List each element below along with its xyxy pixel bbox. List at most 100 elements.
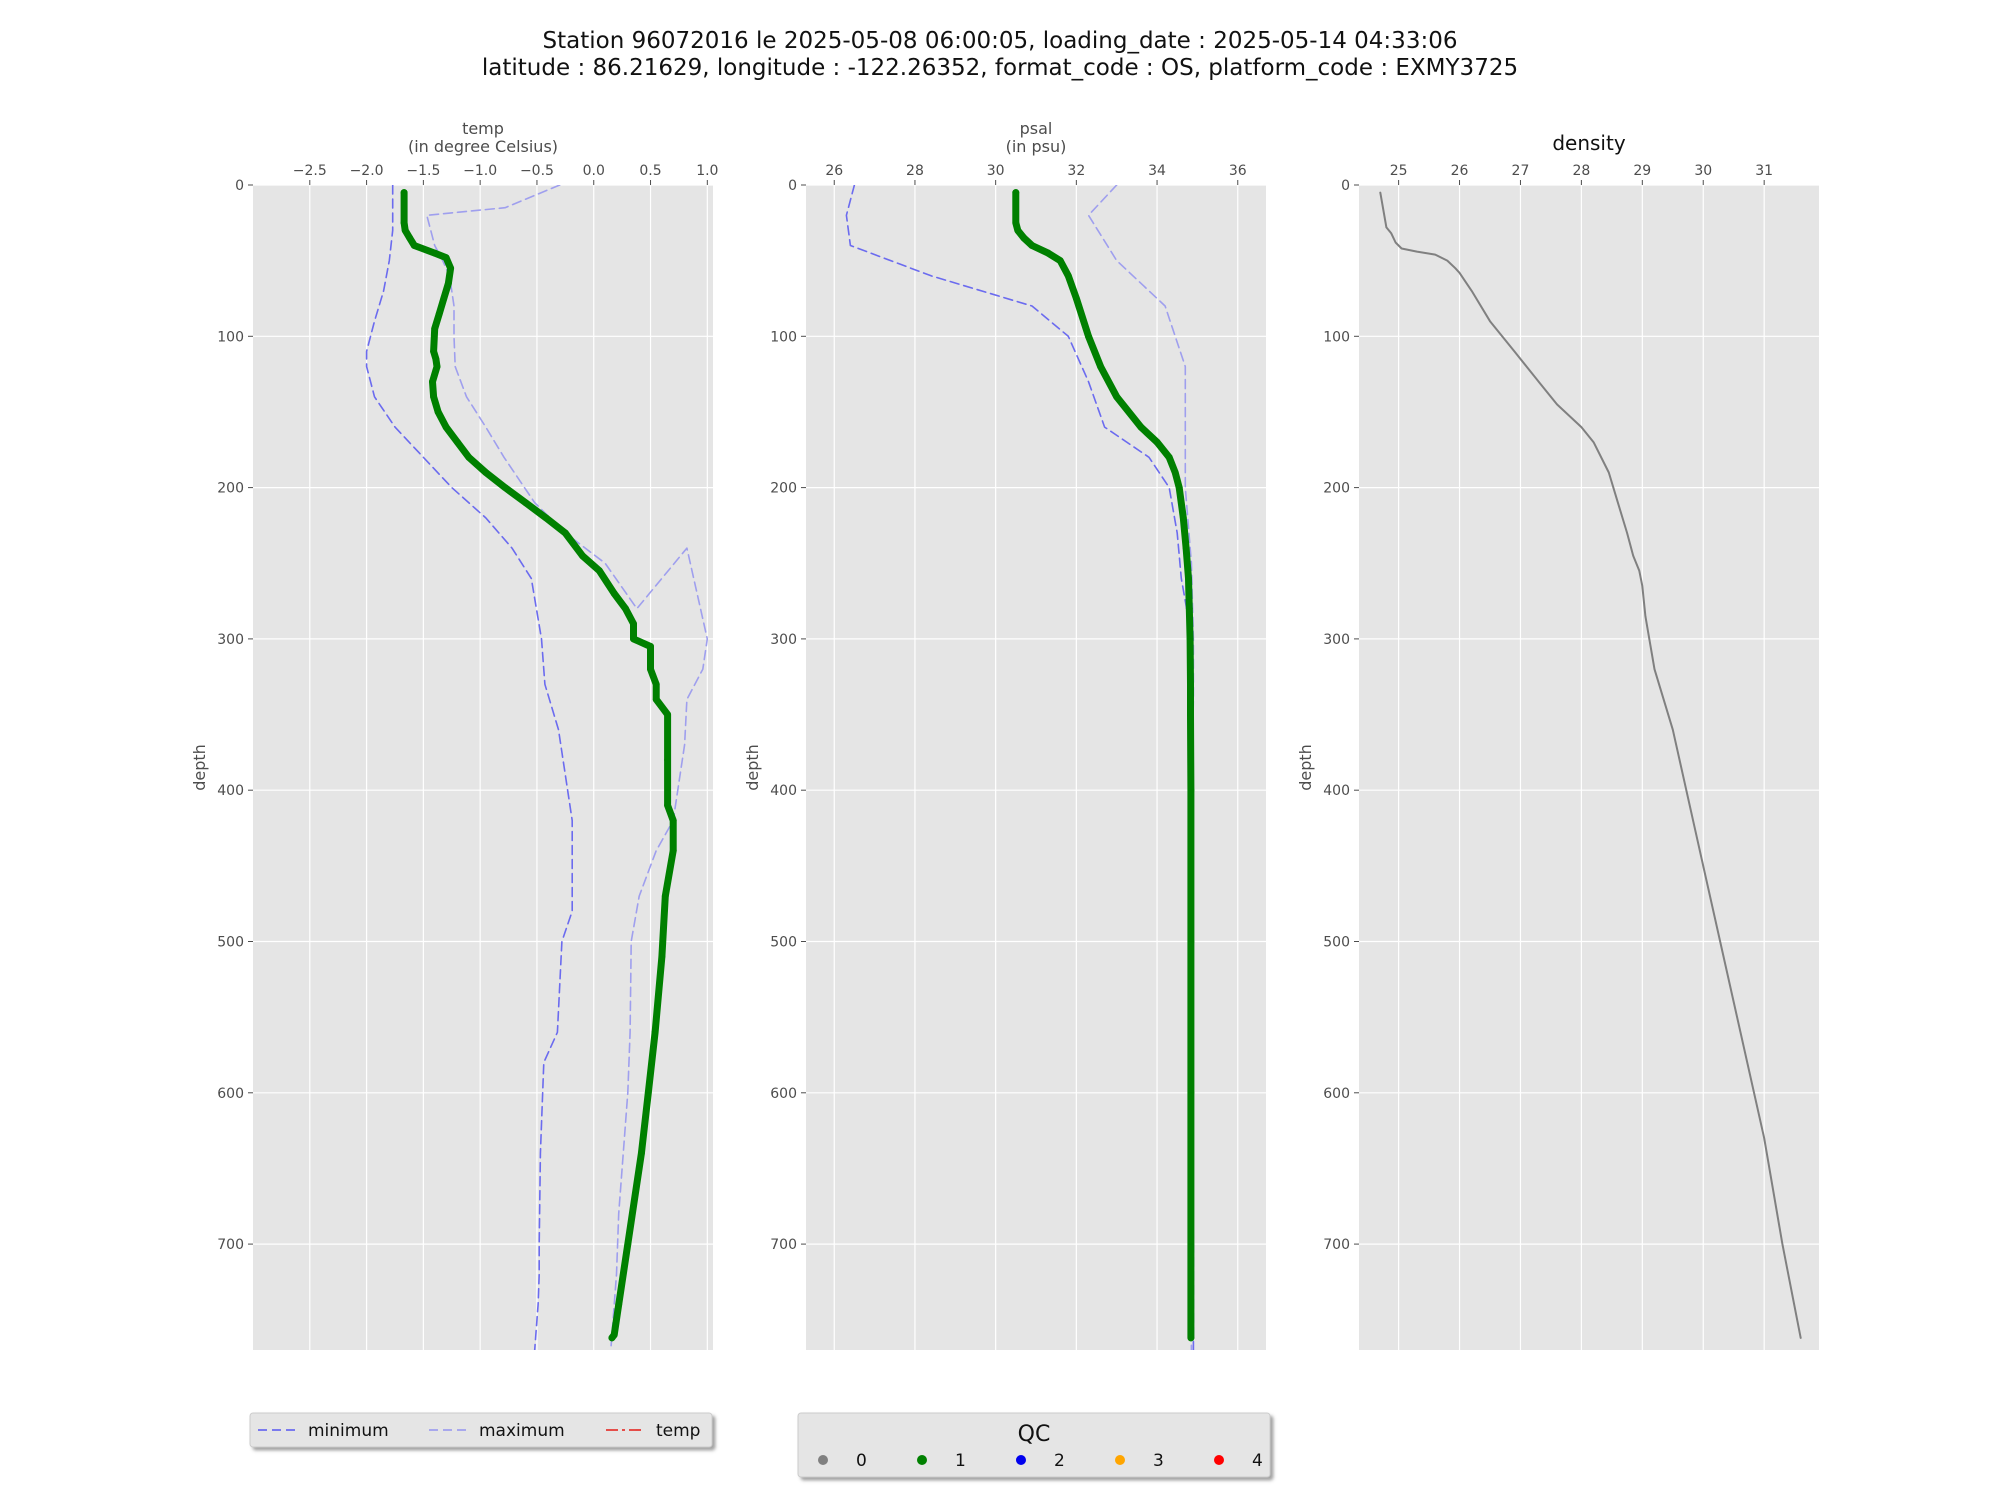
data-point bbox=[652, 696, 660, 703]
data-point bbox=[1187, 711, 1194, 718]
qc-label-4: 4 bbox=[1252, 1451, 1263, 1471]
y-axis-label: depth bbox=[190, 744, 209, 791]
legend: minimum maximum temp bbox=[249, 1412, 713, 1448]
x-tick-label: 30 bbox=[1694, 163, 1712, 179]
y-tick-label: 400 bbox=[1323, 783, 1350, 799]
x-tick-label: −1.5 bbox=[406, 163, 440, 179]
density-panel: 25 26 27 28 29 30 31 0 100 200 300 400 500 600 700 dept… bbox=[1296, 131, 1819, 1350]
plot-background bbox=[253, 185, 713, 1350]
x-tick-label: 1.0 bbox=[696, 163, 718, 179]
data-point bbox=[1020, 234, 1028, 242]
data-point bbox=[1186, 635, 1194, 643]
qc-marker-2 bbox=[1016, 1455, 1026, 1465]
data-point bbox=[608, 1334, 616, 1342]
legend-label-maximum: maximum bbox=[479, 1421, 565, 1441]
data-point bbox=[610, 590, 618, 597]
data-point bbox=[1028, 242, 1036, 249]
data-point bbox=[1137, 423, 1145, 431]
data-point bbox=[522, 499, 529, 507]
data-point bbox=[669, 817, 677, 824]
data-point bbox=[1044, 249, 1052, 257]
x-tick-label: 28 bbox=[1572, 163, 1590, 179]
data-point bbox=[638, 1149, 645, 1157]
y-tick-label: 100 bbox=[1323, 329, 1350, 345]
y-tick-label: 200 bbox=[1323, 481, 1350, 497]
data-point bbox=[440, 295, 448, 302]
data-point bbox=[430, 348, 437, 355]
data-point bbox=[1014, 226, 1022, 234]
x-tick-label: 25 bbox=[1390, 163, 1408, 179]
data-point bbox=[1097, 363, 1104, 370]
data-point bbox=[1064, 272, 1072, 280]
data-point bbox=[561, 529, 569, 537]
y-tick-label: 400 bbox=[217, 783, 244, 799]
x-tick-label: −0.5 bbox=[520, 163, 554, 179]
y-tick-label: 600 bbox=[217, 1086, 244, 1102]
y-tick-label: 300 bbox=[217, 632, 244, 648]
x-tick-label: 26 bbox=[1451, 163, 1469, 179]
data-point bbox=[1012, 219, 1020, 227]
data-point bbox=[664, 756, 671, 764]
y-tick-label: 0 bbox=[235, 178, 244, 194]
data-point bbox=[454, 438, 461, 446]
y-tick-label: 200 bbox=[217, 481, 244, 497]
series-minimum-line bbox=[365, 185, 574, 1350]
data-point bbox=[1182, 544, 1190, 552]
data-point bbox=[1165, 453, 1173, 461]
data-point bbox=[1187, 1089, 1195, 1097]
y-tick-label: 700 bbox=[1323, 1237, 1350, 1253]
data-point bbox=[434, 408, 442, 416]
qc-label-3: 3 bbox=[1153, 1451, 1164, 1471]
x-tick-label: 29 bbox=[1633, 163, 1651, 179]
data-point bbox=[400, 189, 408, 196]
y-tick-label: 300 bbox=[770, 632, 797, 648]
data-point bbox=[482, 469, 490, 476]
data-point bbox=[596, 567, 603, 575]
data-point bbox=[664, 801, 671, 809]
data-point bbox=[442, 254, 450, 262]
y-tick-label: 500 bbox=[770, 934, 797, 950]
x-axis-label: (in degree Celsius) bbox=[408, 137, 558, 156]
x-tick-label: 36 bbox=[1229, 163, 1247, 179]
qc-marker-4 bbox=[1214, 1455, 1224, 1465]
qc-legend-title: QC bbox=[1018, 1422, 1051, 1447]
data-point bbox=[1185, 574, 1192, 582]
data-point bbox=[652, 680, 660, 688]
data-point bbox=[1072, 295, 1080, 302]
x-tick-label: 32 bbox=[1067, 163, 1085, 179]
x-tick-label: −1.0 bbox=[463, 163, 497, 179]
x-tick-label: 31 bbox=[1755, 163, 1773, 179]
data-point bbox=[501, 484, 509, 491]
plot-background bbox=[1359, 185, 1819, 1350]
y-axis-label: depth bbox=[1296, 744, 1315, 791]
data-point bbox=[615, 1301, 623, 1309]
figure-title-line1: Station 96072016 le 2025-05-08 06:00:05,… bbox=[543, 28, 1458, 54]
y-tick-label: 600 bbox=[770, 1086, 797, 1102]
y-tick-label: 300 bbox=[1323, 632, 1350, 648]
legend-box bbox=[249, 1412, 713, 1448]
psal-panel: 26 28 30 32 34 36 0 100 200 300 400 500 600 700 depth p… bbox=[743, 119, 1266, 1350]
x-axis-label: temp bbox=[462, 119, 504, 138]
x-tick-label: 34 bbox=[1148, 163, 1166, 179]
data-point bbox=[1187, 786, 1195, 794]
data-point bbox=[433, 363, 441, 370]
data-point bbox=[1187, 680, 1194, 688]
data-point bbox=[431, 325, 439, 333]
series-profile-line bbox=[1012, 189, 1195, 1342]
data-point bbox=[447, 264, 455, 272]
data-point bbox=[630, 635, 637, 643]
data-point bbox=[622, 605, 629, 613]
data-point bbox=[661, 892, 669, 900]
y-tick-label: 500 bbox=[217, 934, 244, 950]
qc-label-0: 0 bbox=[856, 1451, 867, 1471]
data-point bbox=[406, 234, 414, 242]
y-tick-label: 0 bbox=[788, 178, 797, 194]
y-tick-label: 200 bbox=[770, 481, 797, 497]
data-point bbox=[1171, 469, 1179, 476]
plot-background bbox=[806, 185, 1266, 1350]
data-point bbox=[431, 249, 439, 257]
qc-label-2: 2 bbox=[1054, 1451, 1065, 1471]
x-axis-label: psal bbox=[1020, 119, 1053, 138]
x-tick-label: 27 bbox=[1512, 163, 1530, 179]
